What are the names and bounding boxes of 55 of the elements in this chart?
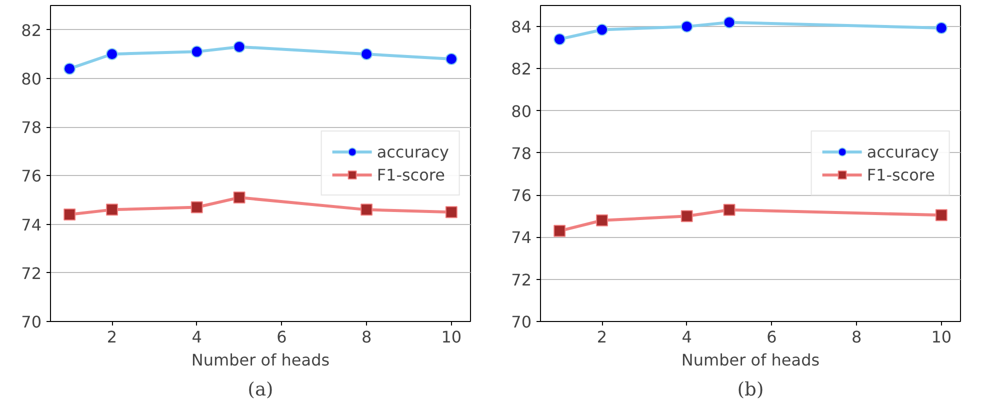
- y-tick-label: 72: [21, 264, 42, 283]
- text: (b): [737, 380, 764, 400]
- point: [554, 33, 566, 46]
- point: [233, 40, 246, 53]
- x-tick-label: 2: [106, 328, 118, 346]
- point: [106, 204, 118, 216]
- point: [445, 206, 458, 218]
- y-tick-label: 80: [21, 69, 42, 88]
- x-tick-label: 10: [931, 328, 952, 346]
- legend-label: F1-score: [866, 165, 935, 184]
- point: [935, 209, 948, 222]
- point: [680, 20, 693, 33]
- legend-label: accuracy: [376, 142, 449, 161]
- y-tick-label: 84: [511, 18, 532, 37]
- point: [360, 48, 373, 60]
- y-tick-label: 78: [21, 118, 42, 138]
- x-tick-label: 4: [192, 328, 202, 346]
- y-tick-label: 74: [21, 215, 42, 234]
- y-tick-label: 72: [511, 270, 532, 290]
- x-tick-label: 4: [682, 328, 692, 346]
- y-tick-label: 70: [21, 312, 42, 332]
- point: [106, 48, 118, 60]
- point: [723, 16, 736, 28]
- y-tick-label: 74: [511, 228, 532, 248]
- point: [596, 214, 608, 226]
- point: [64, 62, 76, 75]
- x-tick-label: 8: [851, 328, 862, 346]
- point: [190, 201, 203, 214]
- y-tick-label: 78: [511, 144, 532, 163]
- point: [596, 24, 608, 36]
- point: [233, 192, 246, 204]
- legend-label: F1-score: [376, 165, 445, 184]
- y-tick-label: 70: [511, 312, 532, 332]
- y-tick-label: 80: [511, 102, 532, 121]
- x-tick-label: 8: [361, 328, 372, 346]
- x-axis-title: Number of heads: [191, 350, 330, 370]
- x-tick-label: 10: [441, 328, 462, 346]
- y-tick-label: 76: [21, 166, 42, 186]
- point: [723, 204, 736, 216]
- text: (a): [248, 380, 274, 400]
- point: [360, 204, 373, 216]
- point: [445, 52, 458, 65]
- point: [64, 208, 76, 221]
- point: [680, 210, 693, 222]
- point: [190, 46, 203, 58]
- x-tick-label: 2: [596, 328, 608, 346]
- x-axis-title: Number of heads: [681, 350, 820, 370]
- x-tick-label: 6: [276, 328, 287, 346]
- point: [554, 224, 566, 237]
- y-tick-label: 76: [511, 186, 532, 206]
- legend-label: accuracy: [866, 142, 939, 161]
- point: [935, 22, 948, 34]
- x-tick-label: 6: [766, 328, 777, 346]
- y-tick-label: 82: [21, 20, 42, 40]
- y-tick-label: 82: [511, 60, 532, 79]
